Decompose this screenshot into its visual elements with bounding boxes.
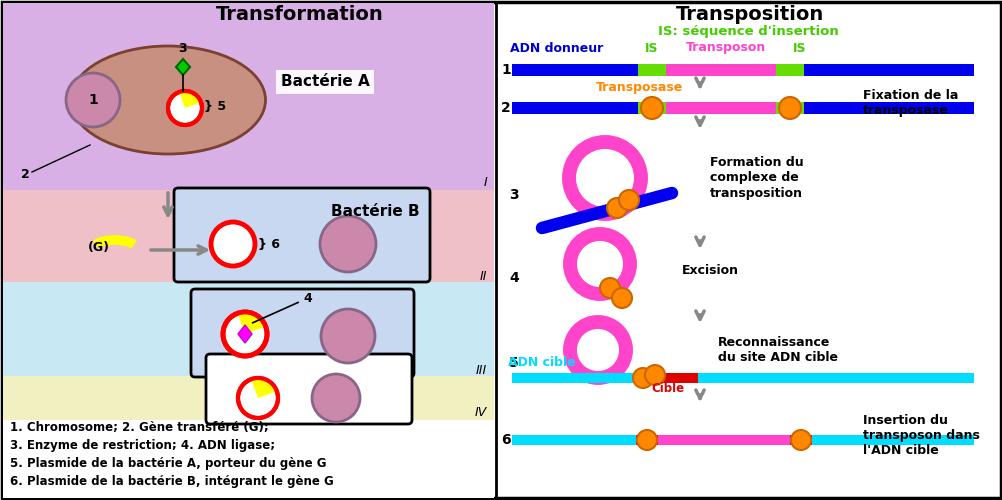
FancyBboxPatch shape (173, 188, 430, 282)
Bar (3, 190, 494, 282)
Bar (635, 435, 657, 445)
Text: 2: 2 (501, 101, 510, 115)
Circle shape (611, 288, 631, 308)
FancyBboxPatch shape (205, 354, 412, 424)
Text: } 6: } 6 (258, 238, 280, 250)
Text: Excision: Excision (681, 264, 738, 276)
Text: 6: 6 (501, 433, 510, 447)
Text: 3: 3 (509, 188, 518, 202)
Text: Transposase: Transposase (596, 82, 683, 94)
Text: Reconnaissance
du site ADN cible: Reconnaissance du site ADN cible (717, 336, 837, 364)
Text: 3: 3 (178, 42, 187, 54)
Text: Insertion du
transposon dans
l'ADN cible: Insertion du transposon dans l'ADN cible (862, 414, 979, 457)
Circle shape (320, 216, 376, 272)
Text: Transposition: Transposition (675, 6, 824, 25)
Circle shape (636, 430, 656, 450)
Circle shape (640, 97, 662, 119)
Bar (637, 102, 665, 114)
Text: IV: IV (474, 406, 487, 420)
Circle shape (167, 91, 201, 125)
Bar (3, 376, 494, 498)
FancyBboxPatch shape (190, 289, 414, 377)
Circle shape (779, 97, 801, 119)
Text: 2: 2 (21, 168, 29, 181)
Circle shape (237, 378, 278, 418)
Text: } 5: } 5 (203, 100, 225, 114)
Bar (665, 102, 776, 114)
Text: IS: IS (793, 42, 806, 54)
Bar (637, 373, 697, 383)
Text: 3. Enzyme de restriction; 4. ADN ligase;: 3. Enzyme de restriction; 4. ADN ligase; (10, 440, 275, 452)
Bar (3, 420, 494, 498)
Text: Fixation de la
transposase: Fixation de la transposase (862, 89, 958, 117)
Circle shape (210, 222, 255, 266)
Wedge shape (250, 378, 277, 398)
Bar (665, 64, 776, 76)
Bar (3, 282, 494, 376)
Circle shape (618, 190, 638, 210)
Circle shape (66, 73, 120, 127)
Text: 5: 5 (509, 356, 518, 370)
Bar (776, 102, 804, 114)
Bar (3, 3, 494, 190)
Bar (511, 64, 973, 76)
Polygon shape (237, 325, 252, 343)
Text: 1: 1 (501, 63, 510, 77)
Circle shape (312, 374, 360, 422)
Bar (511, 435, 973, 445)
Circle shape (606, 198, 626, 218)
Circle shape (632, 368, 652, 388)
Text: III: III (475, 364, 487, 376)
Text: IS: séquence d'insertion: IS: séquence d'insertion (657, 26, 838, 38)
Circle shape (599, 278, 619, 298)
Bar (657, 435, 790, 445)
Text: 1: 1 (88, 93, 98, 107)
Circle shape (321, 309, 375, 363)
Text: IS: IS (644, 42, 658, 54)
Text: 1. Chromosome; 2. Gène transféré (G);: 1. Chromosome; 2. Gène transféré (G); (10, 422, 269, 434)
Text: Bactérie A: Bactérie A (281, 74, 369, 90)
Text: I: I (483, 176, 487, 190)
Text: 5. Plasmide de la bactérie A, porteur du gène G: 5. Plasmide de la bactérie A, porteur du… (10, 458, 327, 470)
Text: (G): (G) (88, 242, 110, 254)
Circle shape (791, 430, 811, 450)
Bar (637, 64, 665, 76)
Circle shape (644, 365, 664, 385)
Text: Cible: Cible (650, 382, 684, 394)
Ellipse shape (70, 46, 266, 154)
Wedge shape (237, 312, 266, 334)
Text: 4: 4 (253, 292, 312, 323)
Text: Transposon: Transposon (685, 42, 766, 54)
Text: ADN cible: ADN cible (507, 356, 575, 368)
Circle shape (222, 312, 267, 356)
Text: 4: 4 (509, 271, 518, 285)
Text: Transformation: Transformation (215, 6, 384, 25)
Bar (776, 64, 804, 76)
Text: ADN donneur: ADN donneur (509, 42, 602, 54)
Text: Formation du
complexe de
transposition: Formation du complexe de transposition (709, 156, 803, 200)
Polygon shape (175, 59, 189, 75)
Bar (790, 435, 812, 445)
Bar (511, 373, 973, 383)
Wedge shape (179, 91, 200, 108)
Text: 6. Plasmide de la bactérie B, intégrant le gène G: 6. Plasmide de la bactérie B, intégrant … (10, 476, 334, 488)
Text: II: II (479, 270, 487, 282)
Text: Bactérie B: Bactérie B (331, 204, 419, 220)
Bar (511, 102, 973, 114)
